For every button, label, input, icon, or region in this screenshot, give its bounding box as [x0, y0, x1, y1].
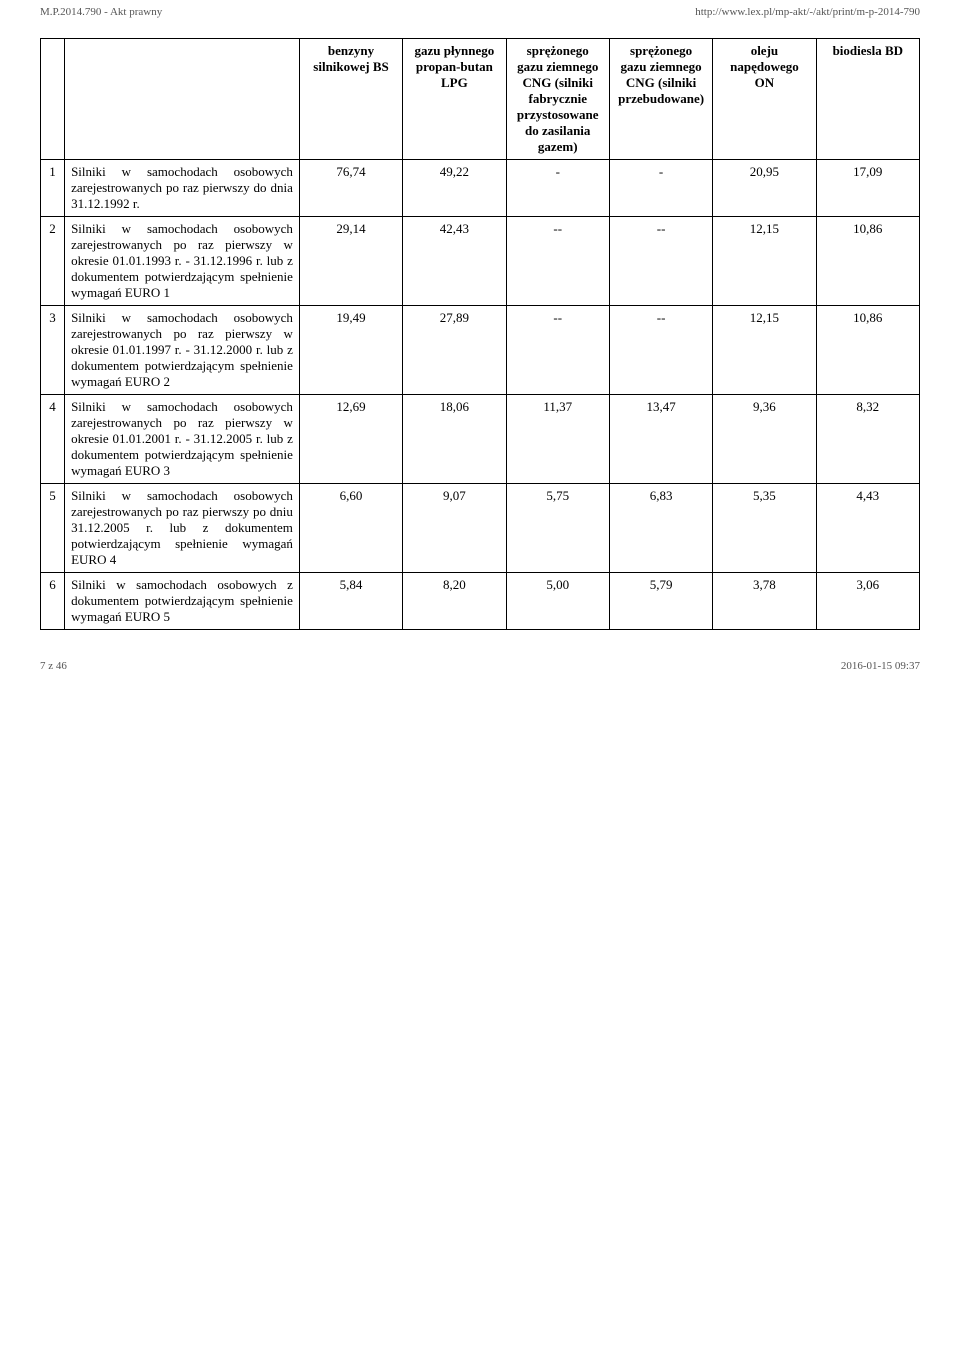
value-cell: 10,86 [816, 306, 919, 395]
doc-id: M.P.2014.790 - Akt prawny [40, 6, 162, 18]
value-cell: 3,78 [713, 573, 816, 630]
row-description: Silniki w samochodach osobowych zarejest… [65, 306, 300, 395]
table-row: 2Silniki w samochodach osobowych zarejes… [41, 217, 920, 306]
row-index: 1 [41, 160, 65, 217]
table-header-row: benzyny silnikowej BS gazu płynnego prop… [41, 39, 920, 160]
col-bs: benzyny silnikowej BS [299, 39, 402, 160]
value-cell: 6,60 [299, 484, 402, 573]
row-description: Silniki w samochodach osobowych zarejest… [65, 484, 300, 573]
value-cell: 3,06 [816, 573, 919, 630]
value-cell: 49,22 [403, 160, 506, 217]
value-cell: 5,75 [506, 484, 609, 573]
value-cell: -- [506, 217, 609, 306]
value-cell: -- [506, 306, 609, 395]
value-cell: 5,79 [609, 573, 712, 630]
value-cell: 27,89 [403, 306, 506, 395]
col-bd: biodiesla BD [816, 39, 919, 160]
row-index: 3 [41, 306, 65, 395]
value-cell: 6,83 [609, 484, 712, 573]
value-cell: 9,07 [403, 484, 506, 573]
value-cell: 42,43 [403, 217, 506, 306]
value-cell: 9,36 [713, 395, 816, 484]
value-cell: 5,84 [299, 573, 402, 630]
row-index: 5 [41, 484, 65, 573]
row-description: Silniki w samochodach osobowych zarejest… [65, 160, 300, 217]
value-cell: 76,74 [299, 160, 402, 217]
value-cell: -- [609, 217, 712, 306]
footer: 7 z 46 2016-01-15 09:37 [40, 630, 920, 680]
value-cell: 19,49 [299, 306, 402, 395]
value-cell: - [506, 160, 609, 217]
value-cell: 10,86 [816, 217, 919, 306]
table-row: 5Silniki w samochodach osobowych zarejes… [41, 484, 920, 573]
table-row: 1Silniki w samochodach osobowych zarejes… [41, 160, 920, 217]
row-index: 6 [41, 573, 65, 630]
row-description: Silniki w samochodach osobowych zarejest… [65, 395, 300, 484]
row-description: Silniki w samochodach osobowych zarejest… [65, 217, 300, 306]
timestamp: 2016-01-15 09:37 [841, 660, 920, 672]
row-description: Silniki w samochodach osobowych z dokume… [65, 573, 300, 630]
col-idx [41, 39, 65, 160]
value-cell: 17,09 [816, 160, 919, 217]
value-cell: 4,43 [816, 484, 919, 573]
value-cell: 11,37 [506, 395, 609, 484]
value-cell: 12,69 [299, 395, 402, 484]
value-cell: -- [609, 306, 712, 395]
value-cell: 18,06 [403, 395, 506, 484]
col-on: oleju napędowego ON [713, 39, 816, 160]
value-cell: 12,15 [713, 217, 816, 306]
data-table: benzyny silnikowej BS gazu płynnego prop… [40, 38, 920, 630]
top-bar: M.P.2014.790 - Akt prawny http://www.lex… [40, 0, 920, 38]
value-cell: 12,15 [713, 306, 816, 395]
col-cng-factory: sprężonego gazu ziemnego CNG (silniki fa… [506, 39, 609, 160]
doc-url: http://www.lex.pl/mp-akt/-/akt/print/m-p… [695, 6, 920, 18]
col-cng-rebuilt: sprężonego gazu ziemnego CNG (silniki pr… [609, 39, 712, 160]
value-cell: 20,95 [713, 160, 816, 217]
value-cell: 8,20 [403, 573, 506, 630]
value-cell: 29,14 [299, 217, 402, 306]
col-desc [65, 39, 300, 160]
col-lpg: gazu płynnego propan-butan LPG [403, 39, 506, 160]
table-row: 4Silniki w samochodach osobowych zarejes… [41, 395, 920, 484]
value-cell: 5,35 [713, 484, 816, 573]
row-index: 4 [41, 395, 65, 484]
row-index: 2 [41, 217, 65, 306]
page-number: 7 z 46 [40, 660, 67, 672]
table-row: 6Silniki w samochodach osobowych z dokum… [41, 573, 920, 630]
value-cell: 13,47 [609, 395, 712, 484]
table-row: 3Silniki w samochodach osobowych zarejes… [41, 306, 920, 395]
value-cell: - [609, 160, 712, 217]
value-cell: 8,32 [816, 395, 919, 484]
value-cell: 5,00 [506, 573, 609, 630]
